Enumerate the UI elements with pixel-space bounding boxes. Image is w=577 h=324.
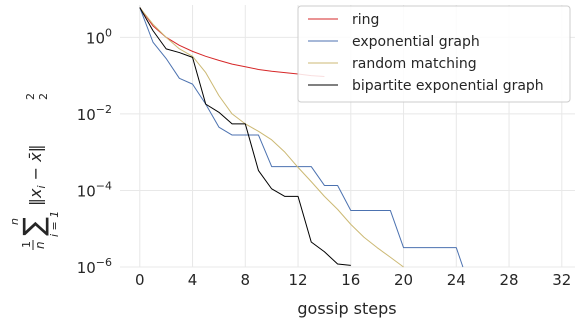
x-tick-label-0: 0 [135,271,145,289]
y-tick-label-0: 100 [86,26,112,47]
y-label-subscript: 2 [37,93,50,100]
legend-label-2: random matching [352,56,477,72]
x-tick-label-8: 32 [552,271,571,289]
y-tick-label-1: 10−2 [77,103,112,124]
x-tick-label-3: 12 [288,271,307,289]
y-label-norm-expression: ‖xi − x̄‖ [26,144,48,206]
legend-frame [297,5,571,103]
x-tick-label-4: 16 [341,271,360,289]
series-line-3 [139,7,351,266]
x-tick-labels: 0 4 8 12 16 20 24 28 32 [135,271,571,289]
y-label-norm-close: ‖ [26,144,45,152]
y-label-sum-symbol: ∑ [17,217,50,236]
y-tick-label-3: 10−6 [77,256,112,277]
legend-label-0: ring [352,12,379,28]
x-tick-label-1: 4 [188,271,198,289]
y-tick-labels: 100 10−2 10−4 10−6 [77,26,112,277]
x-axis-label: gossip steps [297,299,396,318]
y-label-superscript: 2 [24,93,37,100]
y-label-sum-bottom: i = 1 [48,211,61,237]
x-tick-label-6: 24 [447,271,466,289]
y-label-xbar: x̄ [26,152,45,163]
y-label-sum-top: n [8,218,21,225]
legend-label-1: exponential graph [352,34,480,50]
y-axis-label: 1 n n ∑ i = 1 ‖xi − x̄‖ 2 2 [8,93,61,250]
x-tick-label-2: 8 [241,271,251,289]
y-label-norm-open: ‖ [26,198,45,206]
series-line-1 [139,7,464,268]
legend-label-3: bipartite exponential graph [352,78,544,94]
series-line-2 [139,7,404,268]
series-lines [139,7,464,268]
x-tick-label-5: 20 [394,271,413,289]
x-tick-label-7: 28 [500,271,519,289]
series-line-0 [139,7,325,77]
y-tick-label-2: 10−4 [77,179,112,200]
y-label-sub-i: i [35,185,48,188]
y-label-minus: − [26,162,45,186]
legend: ring exponential graph random matching bipa… [297,5,571,103]
y-label-frac-den: n [33,241,47,249]
y-label-var: x [26,188,45,199]
y-label-frac-num: 1 [20,241,33,248]
